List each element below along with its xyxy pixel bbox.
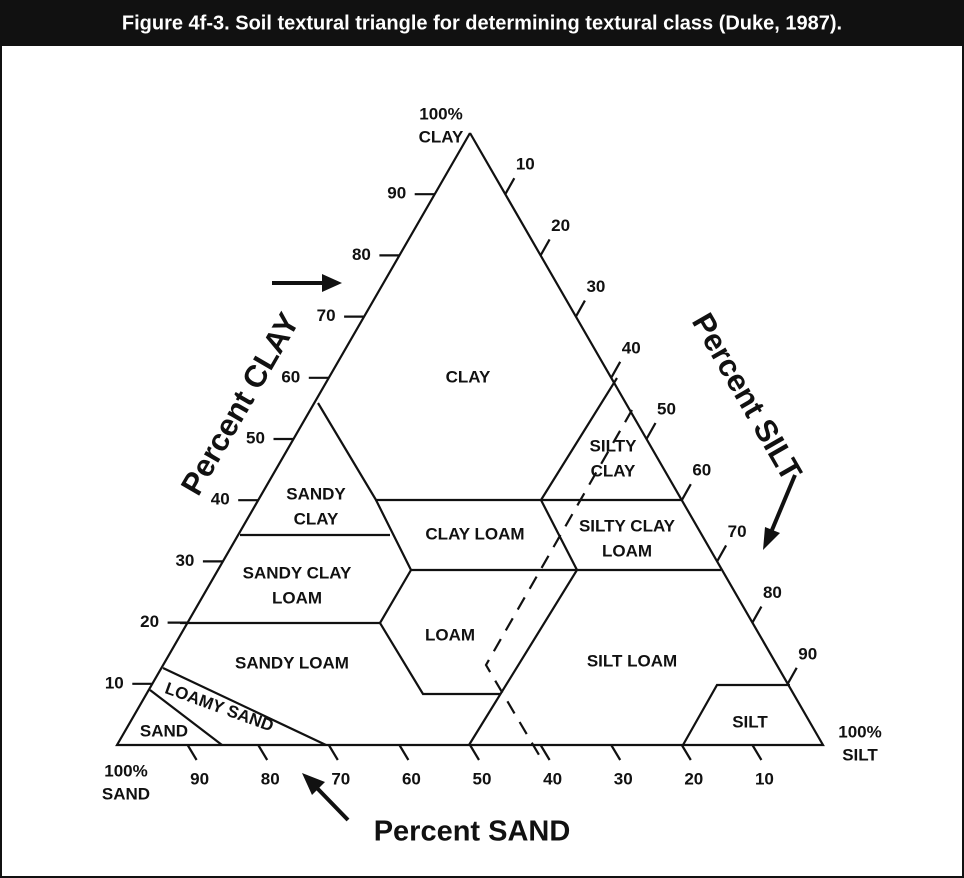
corner-label: 100% [838, 722, 881, 741]
region-label: SILT [732, 712, 768, 731]
region-label: CLAY [591, 461, 636, 480]
corner-label: 100% [419, 104, 462, 123]
tick [504, 177, 516, 195]
corner-label: SAND [102, 784, 150, 803]
boundary [682, 683, 790, 746]
tick-label: 20 [551, 216, 570, 235]
title-bar [0, 0, 964, 46]
tick-label: 60 [281, 367, 300, 386]
boundary [162, 667, 327, 746]
region-label: SILTY [590, 436, 638, 455]
corner-label: 100% [104, 761, 147, 780]
tick [469, 744, 480, 761]
tick-label: 30 [586, 277, 605, 296]
tick-label: 30 [614, 769, 633, 788]
tick [680, 744, 692, 761]
arrow [314, 785, 350, 822]
tick-label: 80 [763, 583, 782, 602]
tick-label: 50 [657, 399, 676, 418]
tick [257, 744, 269, 761]
tick-label: 10 [755, 769, 774, 788]
tick [398, 744, 410, 761]
tick-label: 40 [211, 490, 230, 509]
tick [539, 744, 551, 761]
tick-label: 70 [728, 522, 747, 541]
tick [327, 744, 339, 761]
title: Figure 4f-3. Soil textural triangle for … [122, 12, 842, 34]
corner-label: SILT [842, 745, 878, 764]
tick [186, 744, 198, 761]
tick-label: 20 [140, 612, 159, 631]
boundary [468, 499, 579, 746]
tick [539, 238, 551, 256]
region-label: SILTY CLAY [579, 516, 676, 535]
region-label: LOAM [425, 625, 475, 644]
tick-label: 80 [261, 769, 280, 788]
tick-label: 70 [317, 306, 336, 325]
tick [751, 606, 763, 624]
region-label: CLAY [446, 367, 491, 386]
tick-label: 90 [190, 769, 209, 788]
arrowhead [763, 527, 780, 550]
tick-label: 50 [246, 428, 265, 447]
tick-label: 50 [473, 769, 492, 788]
tick-label: 40 [622, 338, 641, 357]
region-label: SANDY CLAY [243, 563, 352, 582]
region-label: LOAM [602, 541, 652, 560]
tick-label: 10 [105, 673, 124, 692]
corner-label: CLAY [419, 127, 464, 146]
tick-label: 70 [331, 769, 350, 788]
tick [610, 744, 622, 761]
region-label: SAND [140, 721, 188, 740]
dashed-line [484, 409, 633, 761]
region-label: SANDY [286, 484, 346, 503]
triangle-lines [115, 132, 825, 822]
axis-title: Percent SAND [374, 816, 571, 848]
tick-label: 30 [175, 551, 194, 570]
region-label: CLAY LOAM [425, 524, 524, 543]
arrow [770, 474, 797, 531]
tick [680, 483, 692, 501]
tick [751, 744, 763, 761]
boundary [149, 689, 223, 746]
tick-label: 10 [516, 155, 535, 174]
region-label: CLAY [294, 509, 339, 528]
region-label: SANDY LOAM [235, 653, 349, 672]
tick-label: 90 [387, 184, 406, 203]
tick-label: 80 [352, 245, 371, 264]
tick-label: 40 [543, 769, 562, 788]
region-label: SILT LOAM [587, 651, 677, 670]
tick [716, 544, 728, 562]
tick-label: 60 [692, 461, 711, 480]
arrowhead [322, 274, 342, 292]
tick [574, 300, 586, 318]
tick [786, 667, 798, 685]
tick-label: 60 [402, 769, 421, 788]
arrowhead [302, 773, 325, 795]
tick [645, 422, 657, 440]
tick [610, 361, 622, 379]
tick-label: 20 [684, 769, 703, 788]
tick-label: 90 [798, 644, 817, 663]
boundary [317, 377, 618, 502]
region-label: LOAM [272, 588, 322, 607]
